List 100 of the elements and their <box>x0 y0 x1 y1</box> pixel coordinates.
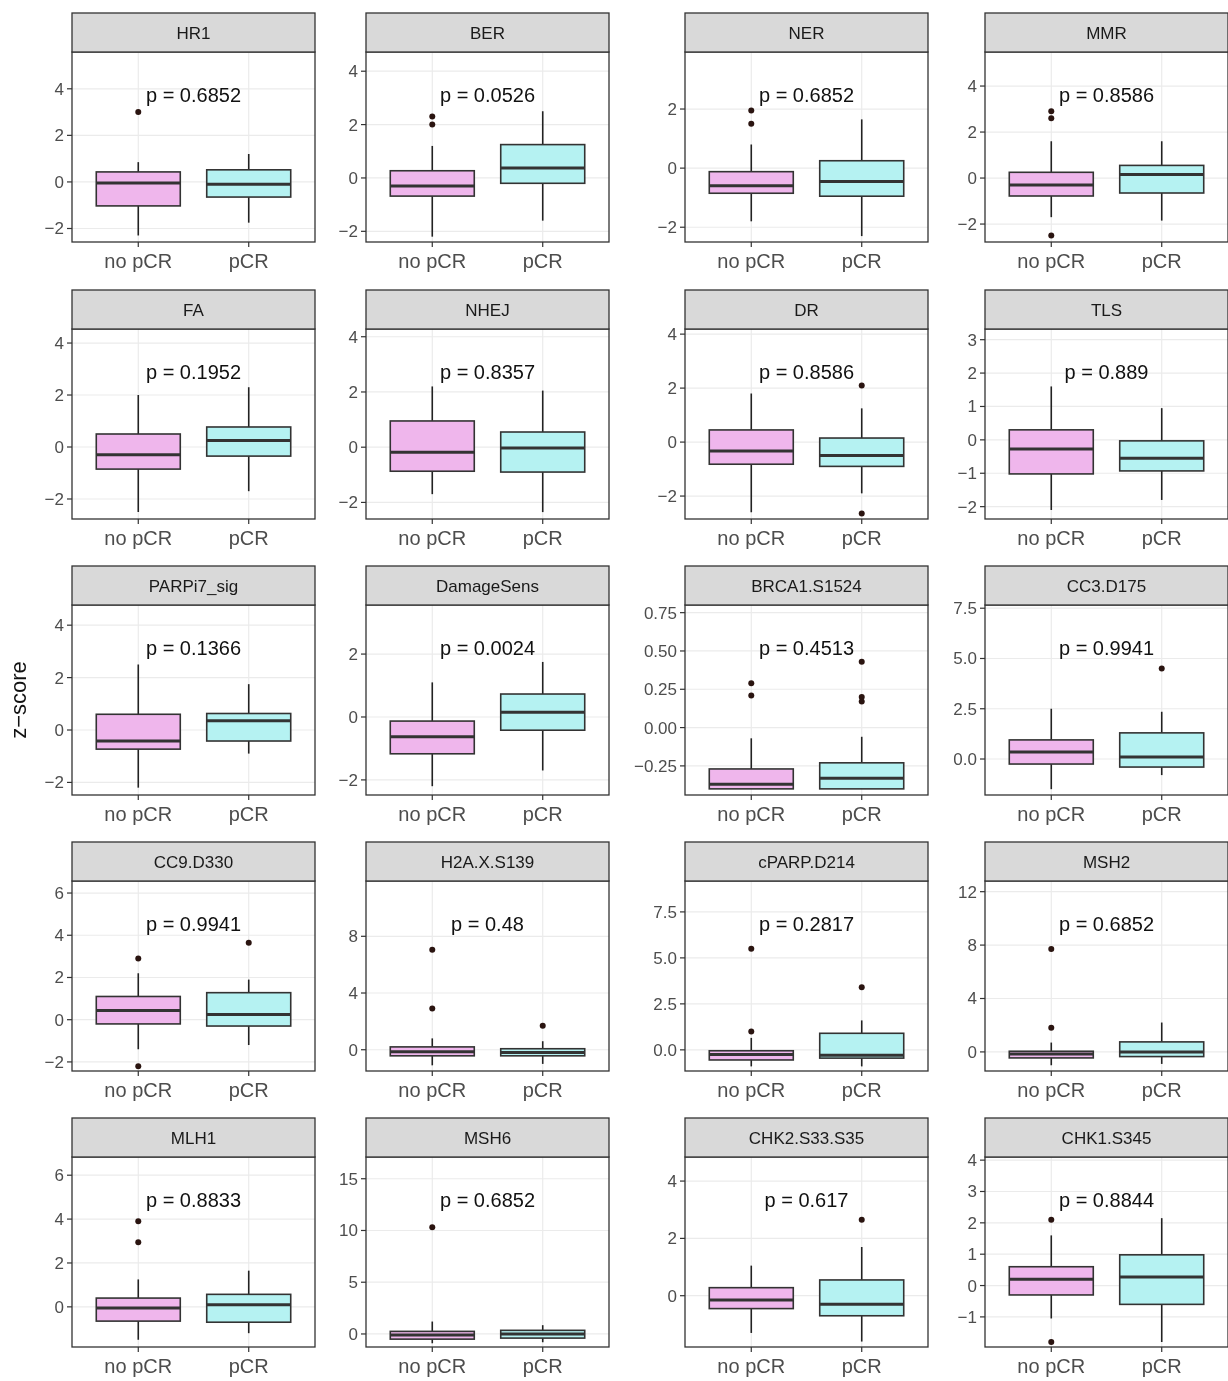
y-tick-label: −2 <box>957 215 977 235</box>
x-tick-label: pCR <box>1141 527 1182 549</box>
annotation: p = 0.0024 <box>439 637 536 659</box>
x-tick-label: no pCR <box>398 803 467 825</box>
y-tick-label: 2 <box>348 382 358 402</box>
x-tick-label: pCR <box>1141 1355 1182 1377</box>
x-tick-label: no pCR <box>717 527 786 549</box>
x-tick-label: pCR <box>841 1079 882 1101</box>
y-tick-label: 0.0 <box>653 1040 677 1060</box>
y-tick-label: 2.5 <box>653 994 677 1014</box>
y-tick-label: 0 <box>667 159 677 179</box>
y-tick-label: 0 <box>967 169 977 189</box>
x-tick-label: no pCR <box>1017 1079 1086 1101</box>
y-tick-label: 2 <box>967 123 977 143</box>
y-tick-label: 1 <box>967 1245 977 1265</box>
y-tick-label: 15 <box>339 1169 358 1189</box>
x-tick-label: no pCR <box>104 1355 173 1377</box>
chart-title: CHK1.S345 <box>1061 1128 1152 1148</box>
x-tick-label: no pCR <box>717 1079 786 1101</box>
y-tick-label: 2 <box>348 115 358 135</box>
annotation: p = 0.617 <box>764 1189 849 1211</box>
y-tick-label: 2 <box>54 668 64 688</box>
annotation: p = 0.8586 <box>758 361 855 383</box>
y-tick-label: 4 <box>667 325 677 345</box>
y-tick-label: 2 <box>667 100 677 120</box>
chart-title: BRCA1.S1524 <box>751 576 862 596</box>
y-tick-label: 2 <box>54 386 64 406</box>
x-tick-label: pCR <box>841 527 882 549</box>
y-tick-label: 0.25 <box>643 680 677 700</box>
y-tick-label: 2 <box>967 364 977 384</box>
y-tick-label: 4 <box>348 984 358 1004</box>
annotation: p = 0.6852 <box>758 84 855 106</box>
y-axis-title: z−score <box>6 661 31 739</box>
y-tick-label: −1 <box>957 1307 977 1327</box>
y-tick-label: 0 <box>348 1040 358 1060</box>
y-tick-label: 4 <box>54 1210 64 1230</box>
annotation: p = 0.48 <box>451 913 524 935</box>
annotation: p = 0.4513 <box>758 637 855 659</box>
y-tick-label: 5.0 <box>653 948 677 968</box>
y-tick-label: −1 <box>957 464 977 484</box>
chart-title: DamageSens <box>435 576 540 596</box>
y-tick-label: 0.00 <box>643 718 677 738</box>
chart-title: MLH1 <box>170 1128 217 1148</box>
annotation: p = 0.8586 <box>1058 84 1155 106</box>
x-tick-label: no pCR <box>104 527 173 549</box>
annotation: p = 0.9941 <box>1058 637 1155 659</box>
y-tick-label: 3 <box>967 330 977 350</box>
annotation: p = 0.9941 <box>145 913 242 935</box>
y-tick-label: 7.5 <box>953 599 977 619</box>
x-tick-label: no pCR <box>398 527 467 549</box>
y-tick-label: 5 <box>348 1273 358 1293</box>
y-tick-label: −2 <box>44 489 64 509</box>
chart-title: H2A.X.S139 <box>440 852 535 872</box>
y-tick-label: 6 <box>54 884 64 904</box>
x-tick-label: no pCR <box>1017 803 1086 825</box>
annotation: p = 0.8833 <box>145 1189 242 1211</box>
chart-title: BER <box>470 23 505 43</box>
chart-title: FA <box>183 300 205 320</box>
chart-title: CC3.D175 <box>1066 576 1147 596</box>
y-tick-label: −2 <box>657 487 677 507</box>
y-tick-label: 7.5 <box>653 902 677 922</box>
x-tick-label: no pCR <box>398 250 467 272</box>
chart-title: TLS <box>1090 300 1123 320</box>
x-tick-label: pCR <box>841 250 882 272</box>
annotation: p = 0.1366 <box>145 637 242 659</box>
y-tick-label: 0 <box>348 438 358 458</box>
y-tick-label: 8 <box>967 936 977 956</box>
y-tick-label: 0 <box>54 1297 64 1317</box>
x-tick-label: no pCR <box>104 1079 173 1101</box>
y-tick-label: 12 <box>958 882 977 902</box>
y-tick-label: 0 <box>54 172 64 192</box>
y-tick-label: −2 <box>657 218 677 238</box>
y-tick-label: −2 <box>44 219 64 239</box>
x-tick-label: pCR <box>228 803 269 825</box>
y-tick-label: 4 <box>54 79 64 99</box>
x-tick-label: pCR <box>841 1355 882 1377</box>
y-tick-label: 0 <box>667 433 677 453</box>
x-tick-label: pCR <box>1141 250 1182 272</box>
y-tick-label: 0 <box>54 438 64 457</box>
y-tick-label: 2 <box>54 968 64 988</box>
y-tick-label: 0 <box>348 1324 358 1344</box>
annotation: p = 0.0526 <box>439 84 536 106</box>
y-tick-label: −0.25 <box>633 756 677 776</box>
x-tick-label: pCR <box>841 803 882 825</box>
x-tick-label: no pCR <box>717 1355 786 1377</box>
y-tick-label: 2 <box>54 126 64 146</box>
x-tick-label: pCR <box>228 527 269 549</box>
y-tick-label: 4 <box>967 1151 977 1171</box>
x-tick-label: pCR <box>228 1355 269 1377</box>
y-tick-label: 0 <box>54 721 64 741</box>
chart-title: HR1 <box>176 23 211 43</box>
chart-title: MMR <box>1086 23 1127 43</box>
y-tick-label: 0 <box>967 430 977 450</box>
y-tick-label: 8 <box>348 927 358 947</box>
x-tick-label: pCR <box>228 250 269 272</box>
x-tick-label: pCR <box>1141 803 1182 825</box>
y-tick-label: 0 <box>967 1276 977 1296</box>
x-tick-label: pCR <box>1141 1079 1182 1101</box>
y-tick-label: −2 <box>338 493 358 513</box>
chart-title: PARPi7_sig <box>148 576 239 596</box>
